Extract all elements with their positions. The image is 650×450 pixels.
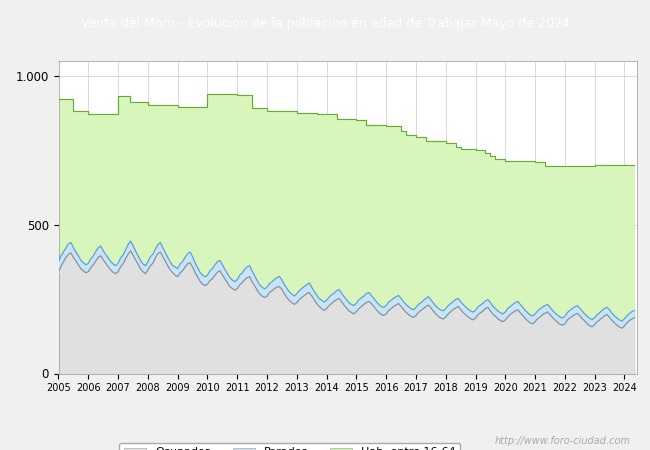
Text: Venta del Moro - Evolucion de la poblacion en edad de Trabajar Mayo de 2024: Venta del Moro - Evolucion de la poblaci… xyxy=(81,17,569,30)
Text: http://www.foro-ciudad.com: http://www.foro-ciudad.com xyxy=(495,436,630,446)
Legend: Ocupados, Parados, Hab. entre 16-64: Ocupados, Parados, Hab. entre 16-64 xyxy=(120,443,460,450)
